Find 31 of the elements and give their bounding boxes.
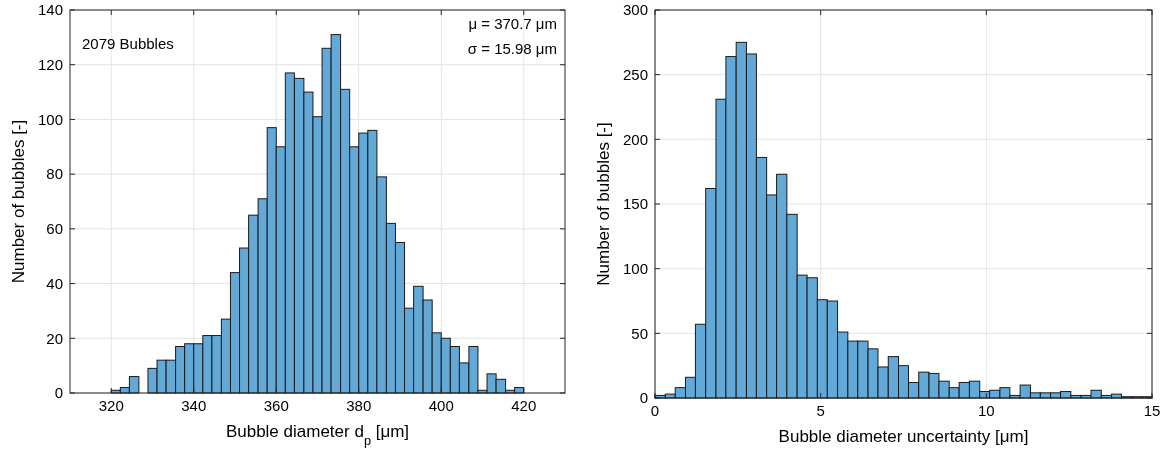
y-tick-label: 20 [46, 329, 63, 347]
x-tick-label: 10 [977, 402, 995, 419]
x-axis-title: Bubble diameter uncertainty [μm] [778, 427, 1029, 446]
annotation: μ = 370.7 μm [468, 15, 557, 32]
y-tick-label: 60 [46, 220, 63, 238]
y-tick-label: 140 [37, 1, 63, 19]
x-tick-label: 15 [1143, 402, 1161, 419]
y-tick-label: 250 [622, 65, 648, 83]
y-tick-label: 0 [54, 384, 63, 402]
y-axis-title: Number of bubbles [-] [9, 119, 28, 284]
x-tick-label: 320 [98, 397, 124, 414]
y-tick-label: 100 [37, 110, 63, 128]
y-axis-title: Number of bubbles [-] [594, 122, 613, 286]
y-tick-label: 40 [46, 274, 63, 292]
x-tick-label: 340 [181, 397, 207, 414]
y-tick-label: 80 [46, 165, 63, 183]
y-tick-label: 200 [622, 130, 648, 148]
x-tick-label: 420 [511, 397, 537, 414]
x-tick-label: 0 [650, 402, 660, 419]
y-tick-label: 50 [631, 324, 648, 342]
annotation: 2079 Bubbles [82, 35, 174, 52]
x-tick-label: 360 [263, 397, 289, 414]
y-tick-label: 100 [622, 259, 648, 277]
y-tick-label: 120 [37, 55, 63, 73]
annotation: σ = 15.98 μm [467, 40, 557, 57]
y-tick-label: 150 [622, 195, 648, 213]
x-tick-label: 5 [816, 402, 825, 419]
x-tick-label: 380 [346, 397, 372, 414]
x-tick-label: 400 [428, 397, 454, 414]
x-axis-title: Bubble diameter d$_{p}$ [μm] [225, 422, 410, 448]
y-tick-label: 300 [622, 1, 648, 19]
